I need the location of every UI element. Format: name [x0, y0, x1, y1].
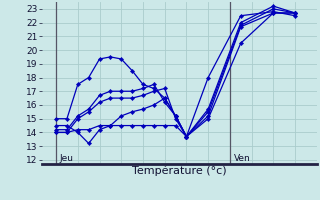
Text: Jeu: Jeu [60, 154, 74, 163]
X-axis label: Température (°c): Température (°c) [132, 165, 227, 176]
Text: Ven: Ven [234, 154, 250, 163]
